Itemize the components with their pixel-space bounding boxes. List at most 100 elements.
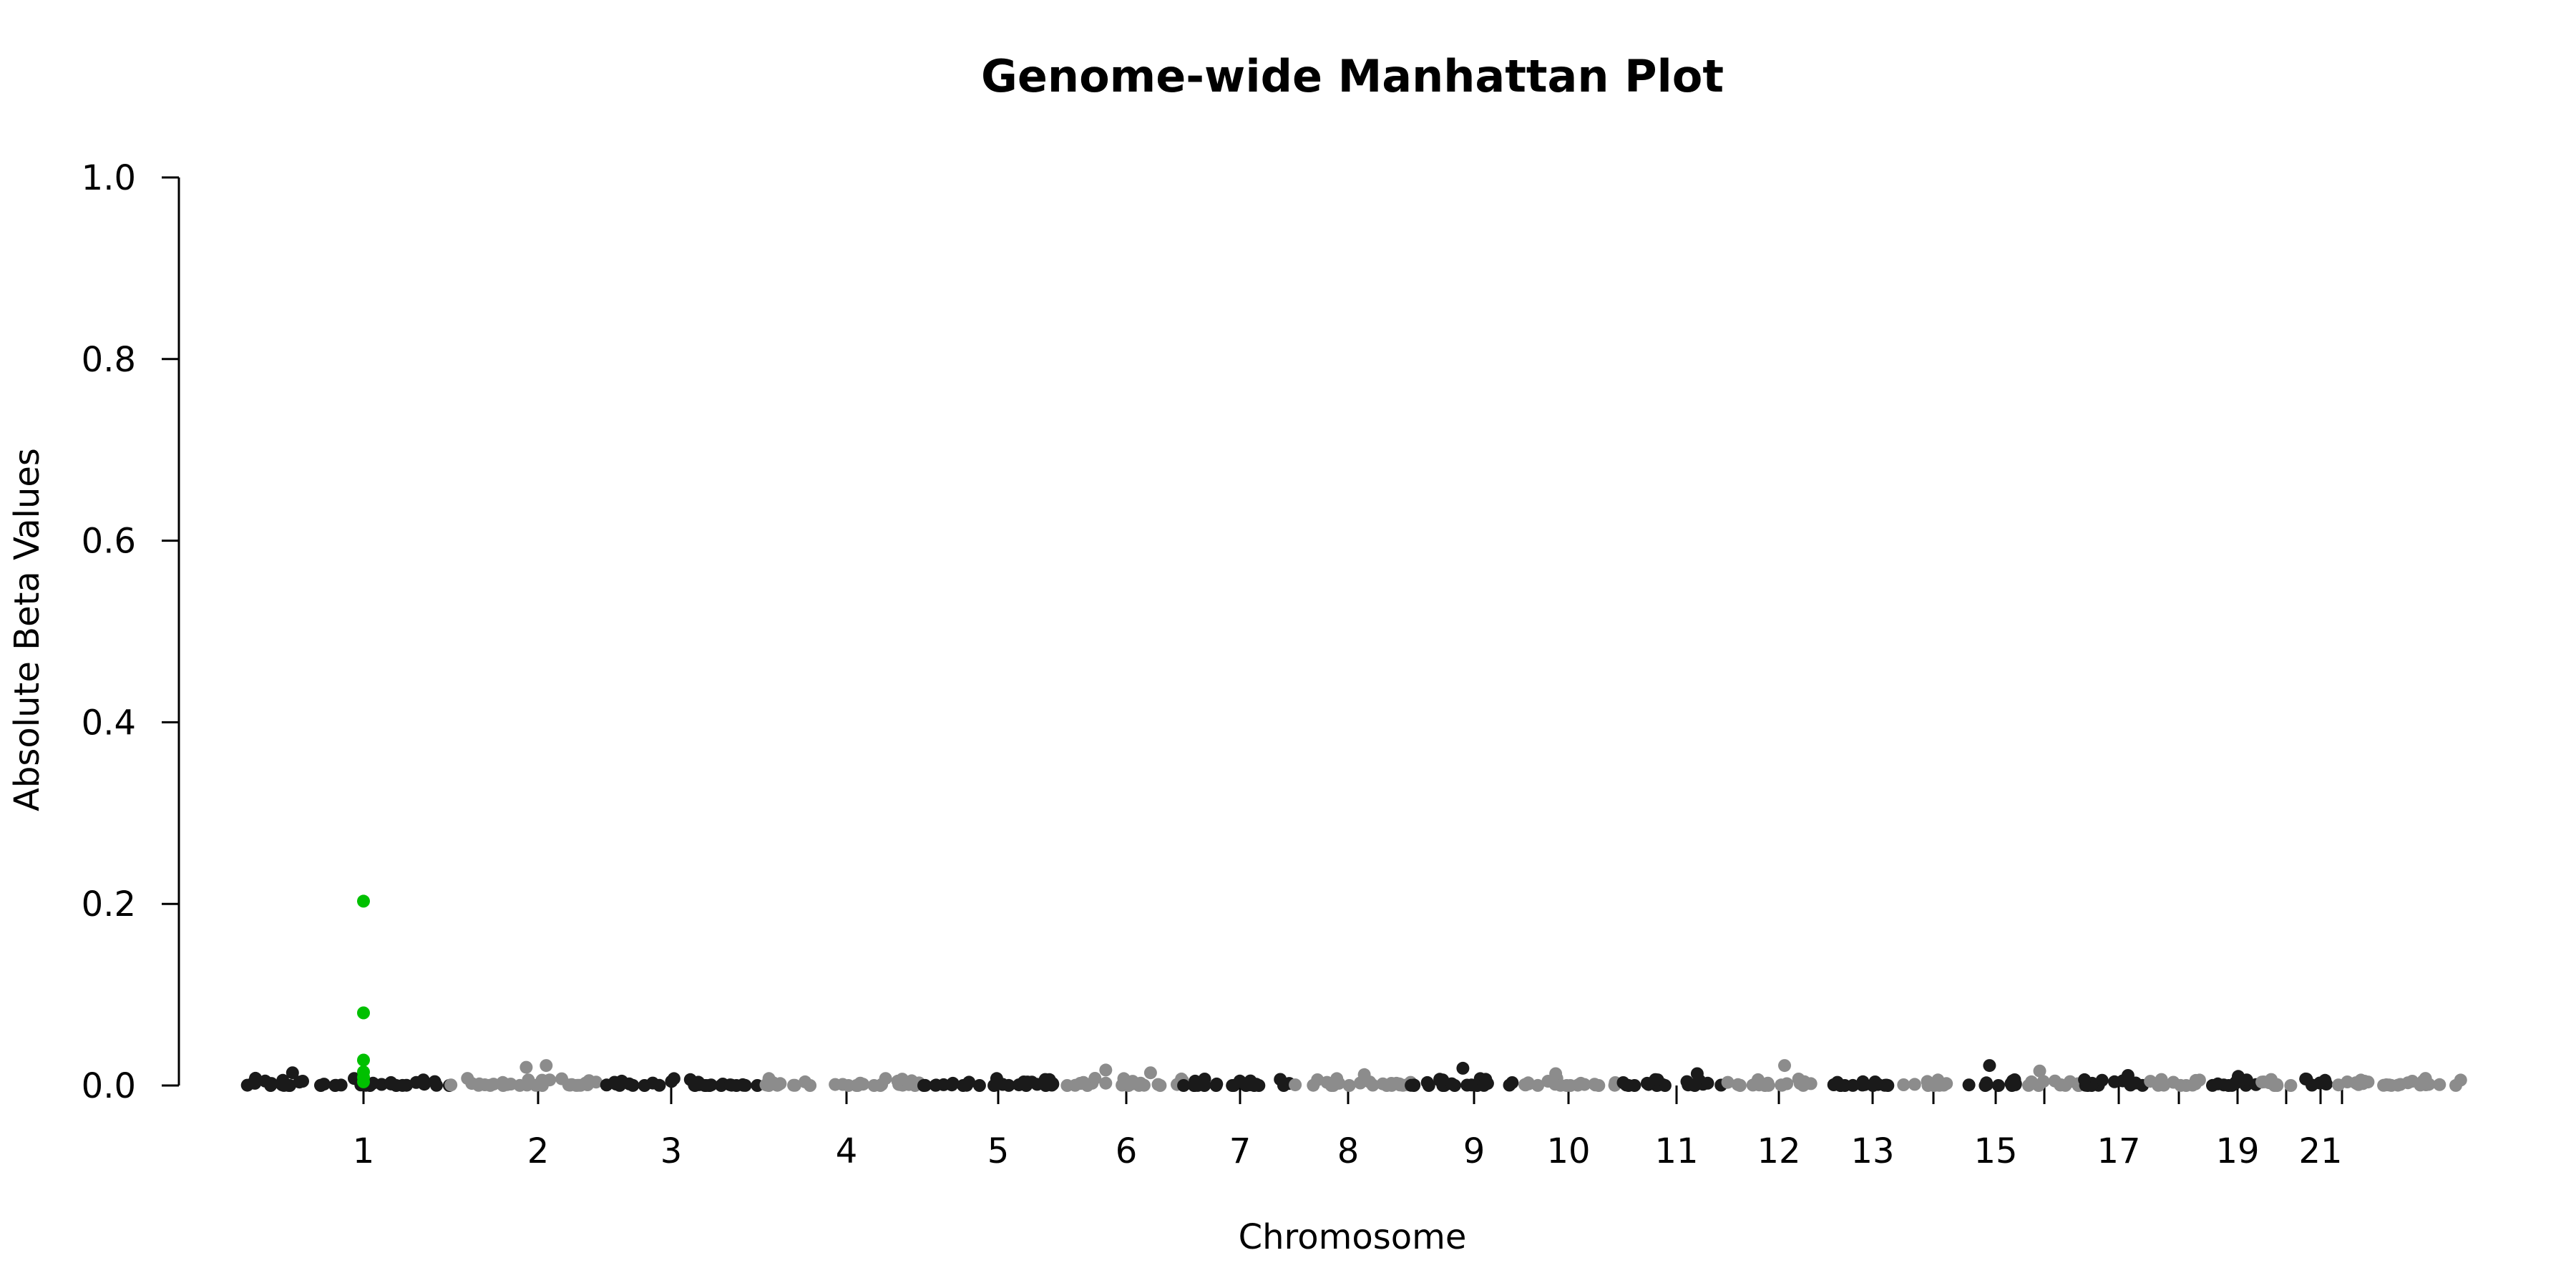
x-tick-label: 4	[836, 1131, 858, 1171]
data-point	[946, 1076, 960, 1090]
data-point	[1227, 1079, 1241, 1092]
data-point	[2433, 1078, 2446, 1091]
highlighted-data-point	[357, 894, 370, 908]
data-point	[2382, 1078, 2396, 1092]
data-point	[867, 1079, 881, 1092]
data-point	[1380, 1079, 1393, 1092]
data-point	[1690, 1067, 1704, 1080]
data-point	[1761, 1078, 1775, 1092]
data-point	[1518, 1078, 1531, 1091]
data-point	[600, 1078, 613, 1092]
data-point	[1962, 1078, 1976, 1092]
data-point	[1357, 1068, 1371, 1081]
data-point	[919, 1078, 932, 1092]
data-point	[240, 1078, 254, 1092]
data-point	[418, 1078, 431, 1091]
data-point	[653, 1078, 666, 1092]
data-point	[1249, 1078, 1263, 1091]
data-point	[788, 1078, 801, 1092]
data-point	[1778, 1059, 1791, 1073]
data-point	[1002, 1078, 1015, 1092]
x-tick-label: 6	[1116, 1131, 1138, 1171]
data-point	[1039, 1079, 1053, 1092]
x-tick-label: 12	[1757, 1131, 1800, 1171]
data-point	[1908, 1078, 1921, 1091]
data-point	[2009, 1077, 2022, 1091]
data-point	[1775, 1078, 1788, 1092]
y-axis: 0.0 0.2 0.4 0.6 0.8 1.0	[82, 158, 180, 1106]
highlighted-data-point	[357, 1075, 370, 1088]
data-point	[1143, 1066, 1157, 1080]
highlighted-data-point	[357, 1006, 370, 1020]
chart-title: Genome-wide Manhattan Plot	[981, 50, 1724, 102]
y-tick-label: 0.0	[82, 1066, 136, 1106]
data-point	[1682, 1078, 1695, 1092]
data-point	[472, 1077, 486, 1091]
data-point	[582, 1074, 596, 1088]
data-point	[430, 1078, 443, 1092]
data-point	[1855, 1078, 1869, 1092]
data-point	[2078, 1073, 2092, 1086]
y-tick-label: 1.0	[82, 158, 136, 198]
data-point	[1991, 1079, 2005, 1092]
x-tick-label: 21	[2298, 1131, 2342, 1171]
data-point	[1277, 1079, 1290, 1092]
data-point	[1456, 1061, 1470, 1075]
data-point	[1210, 1077, 1224, 1091]
y-tick-label: 0.8	[82, 340, 136, 380]
data-point	[529, 1078, 542, 1092]
y-tick-label: 0.6	[82, 522, 136, 562]
data-point	[1548, 1078, 1562, 1091]
data-point	[1177, 1079, 1191, 1092]
x-tick-label: 1	[353, 1131, 375, 1171]
data-point	[1897, 1078, 1911, 1091]
data-point	[497, 1079, 510, 1092]
data-point	[293, 1075, 306, 1089]
x-tick-label: 3	[660, 1131, 683, 1171]
data-point	[444, 1078, 458, 1092]
data-point	[703, 1079, 716, 1092]
data-point	[799, 1075, 812, 1088]
x-axis-label: Chromosome	[1239, 1217, 1467, 1257]
x-tick-label: 11	[1654, 1131, 1698, 1171]
x-tick-label: 2	[527, 1131, 550, 1171]
data-point	[1307, 1078, 1320, 1092]
data-point	[2341, 1075, 2354, 1088]
data-point	[1477, 1078, 1491, 1092]
data-point	[2313, 1076, 2326, 1090]
data-point	[972, 1079, 986, 1092]
data-point	[384, 1077, 398, 1091]
data-point	[519, 1060, 533, 1074]
data-point	[688, 1078, 701, 1092]
data-point	[1878, 1078, 1892, 1092]
data-point	[1619, 1078, 1633, 1092]
data-point	[1099, 1063, 1113, 1077]
data-point	[1935, 1077, 1948, 1091]
data-point	[1721, 1075, 1735, 1089]
data-point	[1088, 1072, 1102, 1085]
data-point	[2358, 1075, 2371, 1088]
data-point	[841, 1079, 855, 1092]
data-point	[1804, 1077, 1818, 1091]
y-axis-label: Absolute Beta Values	[7, 448, 47, 811]
data-point	[891, 1074, 904, 1088]
data-point	[2174, 1078, 2187, 1092]
data-point	[1060, 1079, 1074, 1092]
data-point	[962, 1075, 976, 1089]
data-point	[908, 1079, 922, 1092]
highlighted-points	[357, 894, 370, 1088]
data-point	[2144, 1075, 2157, 1088]
data-point	[258, 1074, 272, 1088]
data-point	[1436, 1073, 1450, 1087]
data-point	[1651, 1073, 1664, 1087]
x-axis: 1 2 3 4 5 6 7 8 9 10 11 12 13 15 17 19 21	[353, 1085, 2343, 1171]
data-point	[761, 1078, 774, 1092]
data-point	[2054, 1078, 2068, 1091]
data-point	[396, 1078, 409, 1092]
data-points	[240, 1059, 2467, 1092]
data-point	[555, 1072, 568, 1085]
data-point	[1407, 1078, 1421, 1092]
data-point	[2108, 1075, 2121, 1088]
data-point	[1422, 1079, 1435, 1092]
data-point	[1589, 1078, 1602, 1092]
